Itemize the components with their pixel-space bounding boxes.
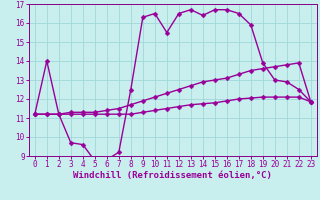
- X-axis label: Windchill (Refroidissement éolien,°C): Windchill (Refroidissement éolien,°C): [73, 171, 272, 180]
